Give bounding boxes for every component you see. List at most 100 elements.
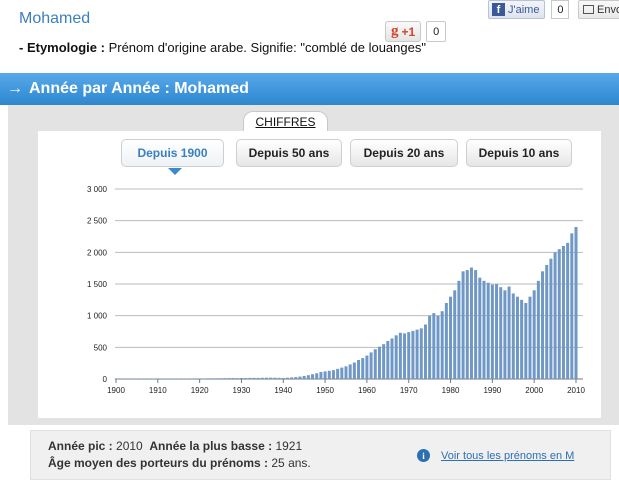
- bar: [361, 358, 365, 379]
- bar: [164, 378, 168, 380]
- x-tick-label: 1970: [400, 386, 418, 395]
- chart-area: CHIFFRES 0 500 1 000 1 500 2 000 2 500 3 000 19…: [8, 105, 619, 425]
- facebook-icon: f: [492, 3, 505, 16]
- bar: [302, 375, 306, 379]
- bar: [507, 286, 511, 379]
- bar: [118, 378, 122, 380]
- x-tick-label: 1960: [358, 386, 376, 395]
- name-title[interactable]: Mohamed: [19, 10, 91, 27]
- bar: [231, 378, 235, 379]
- send-button[interactable]: Envoyer: [578, 0, 619, 19]
- bar: [235, 378, 239, 379]
- active-period-pointer: [168, 168, 182, 175]
- y-tick-label: 2 000: [87, 248, 108, 257]
- bar: [256, 377, 260, 379]
- bar: [457, 280, 461, 379]
- peak-label: Année pic :: [48, 439, 113, 453]
- bar: [394, 335, 398, 379]
- stats-age-line: Âge moyen des porteurs du prénoms : 25 a…: [48, 456, 311, 470]
- bar: [331, 370, 335, 379]
- bar: [478, 277, 482, 379]
- bar: [557, 249, 561, 379]
- bar: [528, 296, 532, 379]
- bar: [206, 378, 210, 379]
- bar: [482, 280, 486, 379]
- etymology-label: - Etymologie :: [19, 40, 105, 55]
- bar: [369, 352, 373, 379]
- bar: [553, 252, 557, 379]
- section-header: → Année par Année : Mohamed: [0, 73, 619, 105]
- bar: [185, 378, 189, 380]
- gplus-count: 0: [426, 21, 447, 42]
- bar: [469, 267, 473, 379]
- bar: [520, 299, 524, 379]
- bar: [131, 378, 135, 380]
- arrow-right-icon: →: [7, 80, 23, 97]
- x-tick-label: 1910: [149, 386, 167, 395]
- bar: [503, 290, 507, 379]
- all-names-link[interactable]: i Voir tous les prénoms en M: [417, 449, 574, 462]
- stats-peak-line: Année pic : 2010 Année la plus basse : 1…: [48, 439, 302, 453]
- period-button-50-years[interactable]: Depuis 50 ans: [236, 139, 342, 167]
- bar: [143, 378, 147, 380]
- bar: [465, 270, 469, 379]
- bar: [453, 290, 457, 379]
- bar: [515, 296, 519, 379]
- bar: [486, 282, 490, 379]
- bar: [177, 378, 181, 380]
- bar: [340, 367, 344, 379]
- avg-age-value: 25 ans.: [268, 456, 311, 470]
- facebook-like-button[interactable]: f J'aime: [488, 0, 546, 19]
- google-plus-icon: g: [391, 23, 399, 39]
- y-tick-label: 0: [103, 375, 108, 384]
- etymology-text: Prénom d'origine arabe. Signifie: "combl…: [104, 40, 426, 55]
- bar: [444, 303, 448, 379]
- period-button-20-years[interactable]: Depuis 20 ans: [350, 139, 458, 167]
- lowest-label: Année la plus basse :: [149, 439, 273, 453]
- section-title: Année par Année : Mohamed: [29, 80, 249, 97]
- bar: [285, 377, 289, 379]
- bar: [252, 377, 256, 379]
- bar: [135, 378, 139, 380]
- bar: [122, 378, 126, 380]
- bar: [365, 355, 369, 379]
- tab-chiffres[interactable]: CHIFFRES: [243, 111, 328, 133]
- bar: [281, 377, 285, 379]
- x-tick-label: 1950: [316, 386, 334, 395]
- period-button-10-years[interactable]: Depuis 10 ans: [466, 139, 572, 167]
- bar: [269, 377, 273, 379]
- bar: [214, 378, 218, 379]
- bar: [336, 368, 340, 379]
- bar: [219, 378, 223, 379]
- bar: [227, 378, 231, 379]
- bar: [407, 332, 411, 379]
- bar: [352, 362, 356, 379]
- send-label: Envoyer: [597, 3, 619, 16]
- x-tick-label: 1900: [107, 386, 125, 395]
- bar-chart: 0 500 1 000 1 500 2 000 2 500 3 000 1900 1910 192…: [87, 185, 585, 395]
- lowest-value: 1921: [272, 439, 303, 453]
- bar: [436, 315, 440, 379]
- x-tick-label: 1940: [274, 386, 292, 395]
- bar: [139, 378, 143, 380]
- x-tick-label: 1980: [442, 386, 460, 395]
- period-button-1900[interactable]: Depuis 1900: [121, 139, 224, 167]
- bar: [382, 344, 386, 379]
- bar: [574, 227, 578, 379]
- bar: [160, 378, 164, 380]
- info-icon: i: [417, 449, 430, 462]
- bar: [319, 372, 323, 379]
- y-tick-label: 500: [94, 343, 108, 352]
- bar: [423, 324, 427, 379]
- bar: [152, 378, 156, 380]
- facebook-like-label: J'aime: [508, 3, 540, 16]
- bar: [570, 233, 574, 379]
- etymology-line: - Etymologie : Prénom d'origine arabe. S…: [19, 40, 426, 55]
- bar: [198, 378, 202, 379]
- bar: [549, 258, 553, 379]
- bar: [428, 315, 432, 379]
- gplus-button[interactable]: g +1: [385, 21, 422, 42]
- bar: [566, 242, 570, 379]
- bar: [532, 290, 536, 379]
